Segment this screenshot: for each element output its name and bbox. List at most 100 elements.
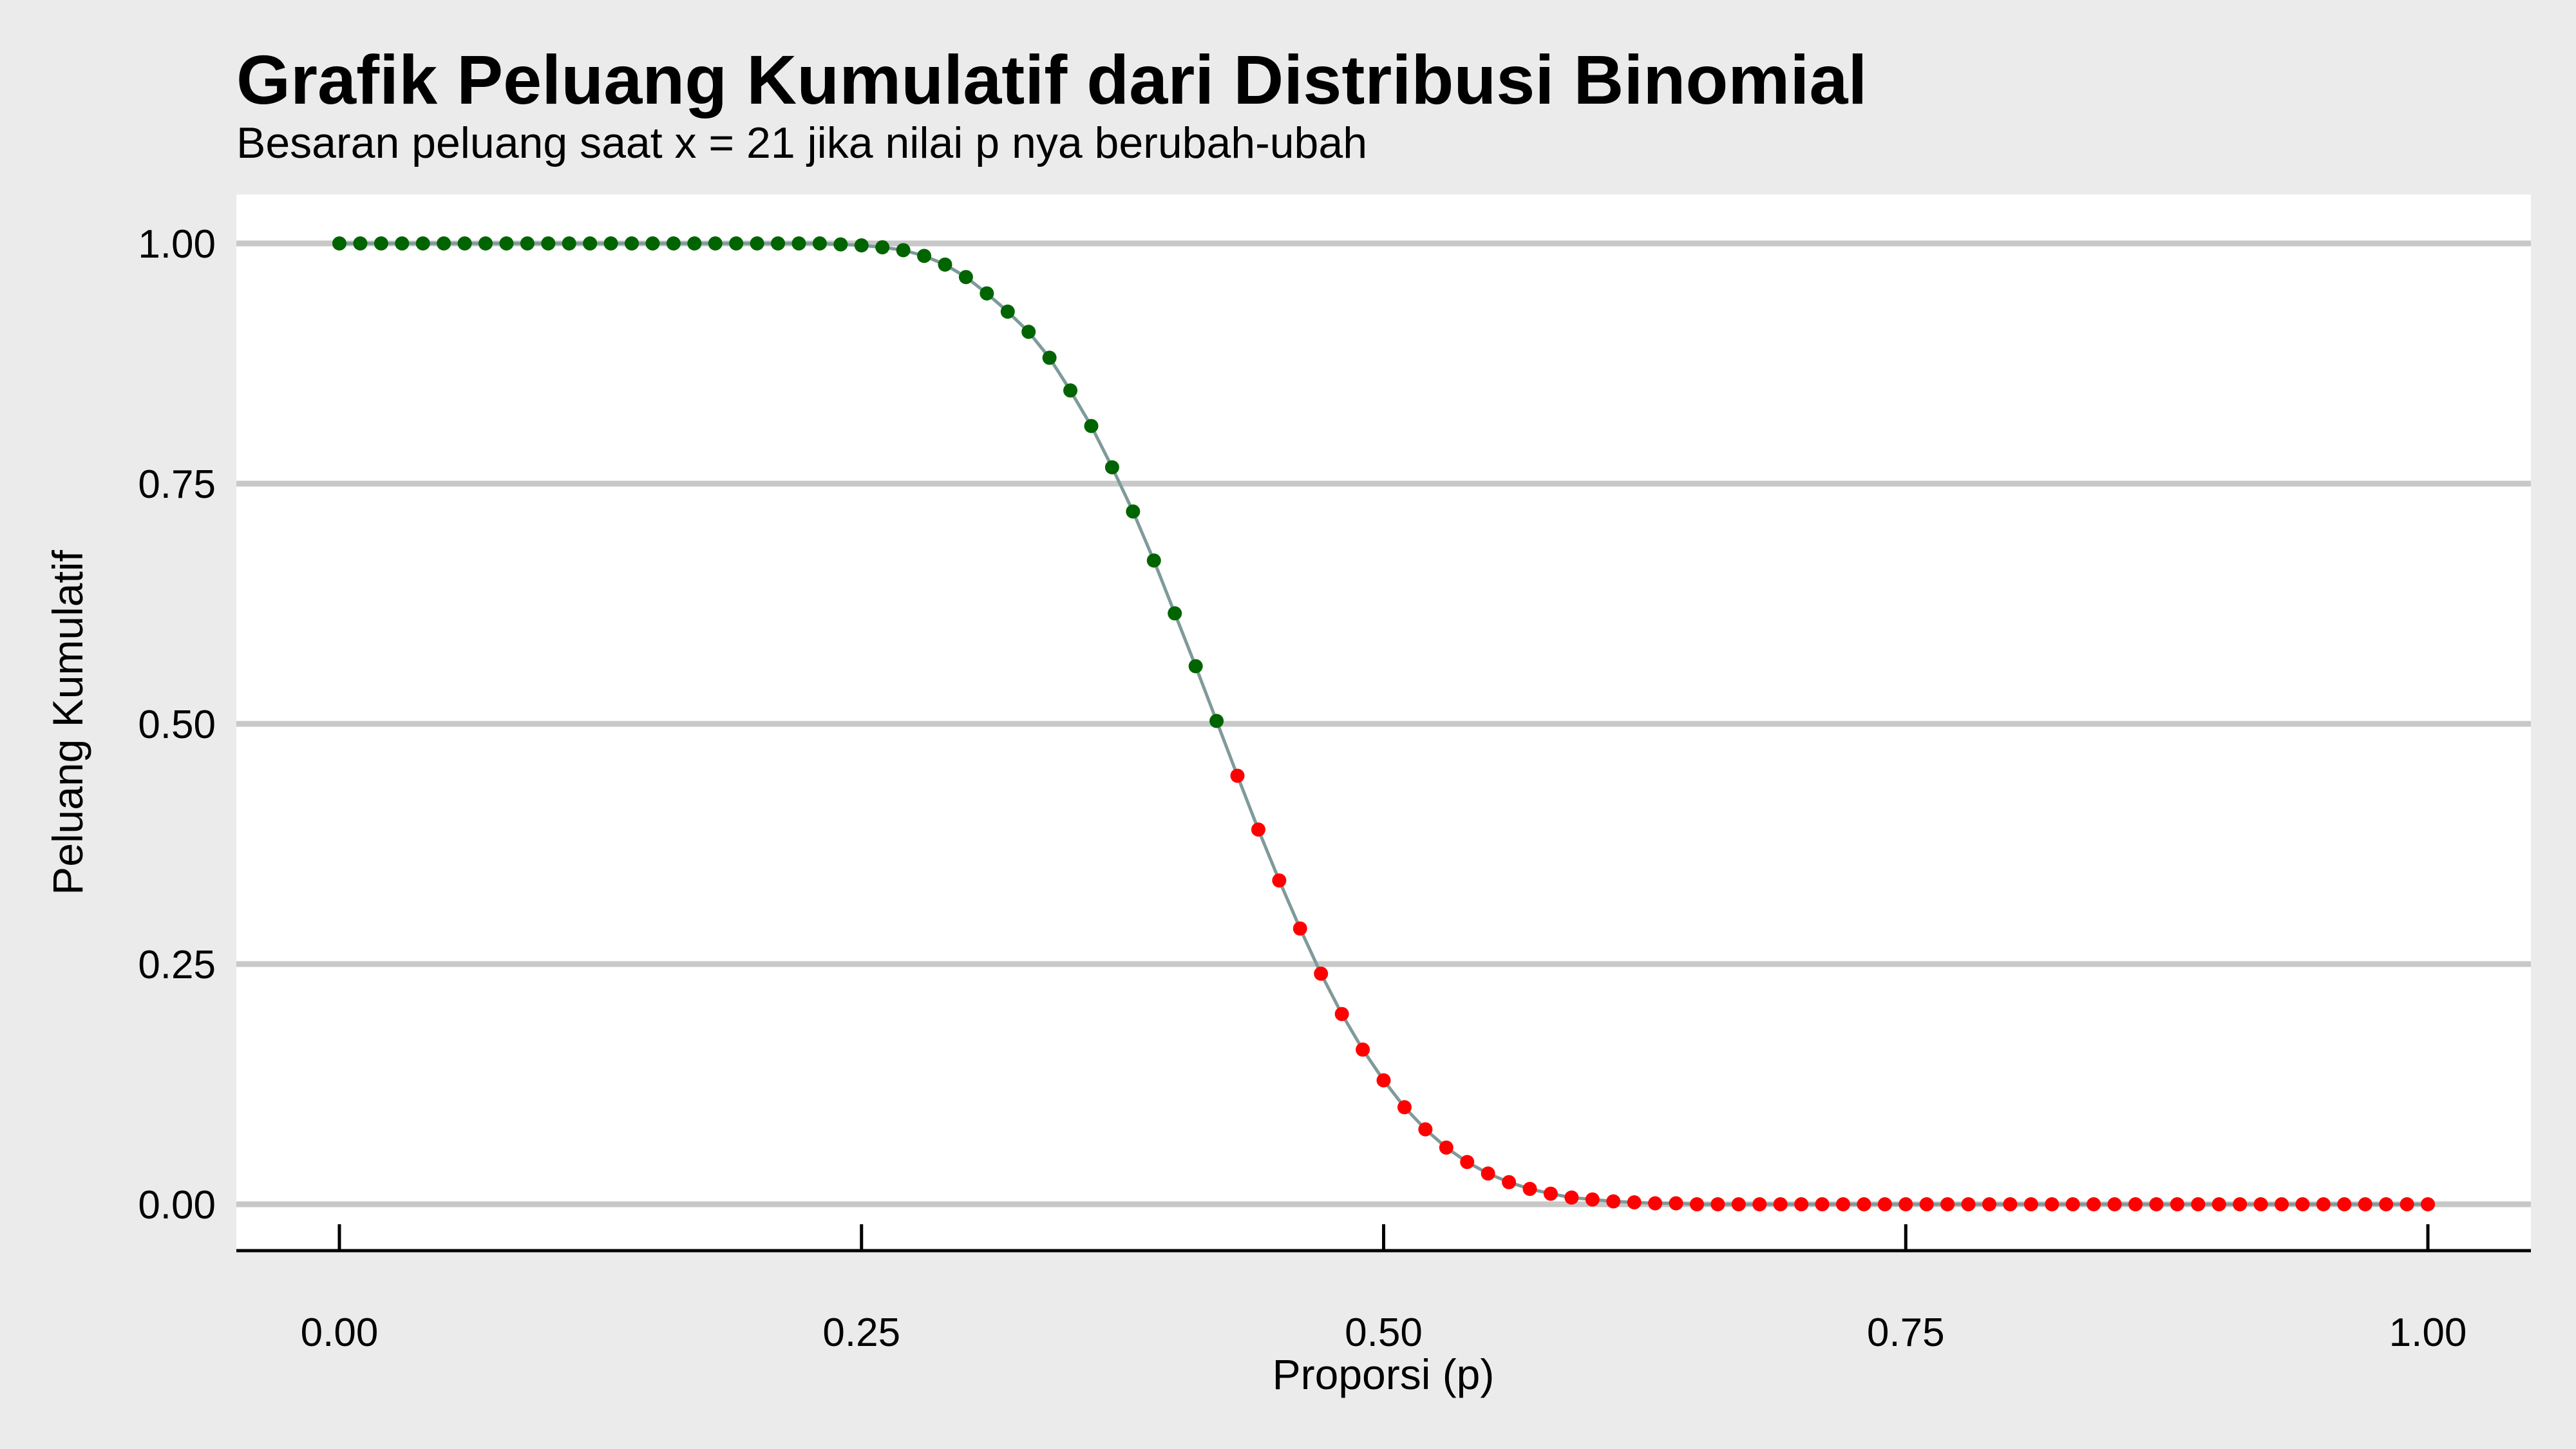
data-point <box>625 236 639 251</box>
y-tick-label: 0.75 <box>138 462 216 507</box>
data-point <box>1857 1197 1871 1211</box>
data-point <box>2253 1197 2268 1211</box>
data-point <box>1000 304 1015 319</box>
x-tick-label: 0.00 <box>301 1311 379 1355</box>
data-point <box>2211 1197 2226 1211</box>
data-point <box>1815 1197 1830 1211</box>
data-point <box>958 270 973 285</box>
data-point <box>1522 1182 1537 1197</box>
data-point <box>1982 1197 1996 1211</box>
data-point <box>2295 1197 2310 1211</box>
data-point <box>478 236 493 251</box>
x-tick-label: 0.75 <box>1867 1311 1945 1355</box>
x-axis-title: Proporsi (p) <box>1273 1350 1495 1398</box>
data-point <box>687 236 702 251</box>
data-point <box>1188 659 1203 674</box>
data-point <box>917 249 932 263</box>
y-tick-label: 0.50 <box>138 703 216 747</box>
data-point <box>1146 553 1161 568</box>
data-point <box>2379 1197 2394 1211</box>
data-point <box>1585 1192 1600 1207</box>
data-point <box>875 240 890 254</box>
data-point <box>1334 1007 1349 1021</box>
data-point <box>1940 1197 1955 1211</box>
data-point <box>1877 1197 1892 1211</box>
data-point <box>1293 921 1307 936</box>
data-point <box>1961 1197 1976 1211</box>
x-tick-label: 0.25 <box>822 1311 900 1355</box>
data-point <box>2170 1197 2184 1211</box>
x-tick-label: 0.50 <box>1345 1311 1423 1355</box>
data-point <box>2107 1197 2122 1211</box>
data-point <box>562 236 576 251</box>
x-axis-ticks: 0.00 0.25 0.50 0.75 1.00 <box>301 1224 2467 1355</box>
data-point <box>583 236 598 251</box>
data-point <box>666 236 681 251</box>
data-point <box>2358 1197 2372 1211</box>
y-axis-title: Peluang Kumulatif <box>44 550 91 895</box>
data-point <box>2337 1197 2352 1211</box>
data-point <box>353 236 368 251</box>
data-point <box>374 236 388 251</box>
data-point <box>1104 460 1119 475</box>
data-point <box>2128 1197 2143 1211</box>
data-point <box>395 236 410 251</box>
data-point <box>499 236 514 251</box>
data-point <box>2023 1197 2038 1211</box>
data-point <box>2149 1197 2164 1211</box>
data-point <box>1627 1195 1642 1210</box>
data-point <box>1669 1196 1683 1211</box>
data-point <box>2274 1197 2289 1211</box>
data-point <box>2045 1197 2060 1211</box>
data-point <box>1564 1190 1579 1205</box>
data-point <box>1543 1186 1558 1201</box>
data-point <box>1731 1197 1746 1211</box>
data-point <box>415 236 430 251</box>
data-point <box>771 236 786 251</box>
data-point <box>2003 1197 2018 1211</box>
data-point <box>1606 1194 1621 1209</box>
data-point <box>1084 419 1099 433</box>
data-point <box>833 237 848 252</box>
data-point <box>1021 325 1036 339</box>
data-point <box>1899 1197 1913 1211</box>
data-point <box>520 236 535 251</box>
data-point <box>2087 1197 2101 1211</box>
data-point <box>2065 1197 2080 1211</box>
data-point <box>1919 1197 1934 1211</box>
data-point <box>1209 714 1224 728</box>
data-point <box>457 236 472 251</box>
data-point <box>1272 873 1287 888</box>
data-point <box>1439 1140 1454 1155</box>
data-point <box>2191 1197 2206 1211</box>
data-point <box>645 236 660 251</box>
x-tick-label: 1.00 <box>2389 1311 2467 1355</box>
data-point <box>1251 822 1265 837</box>
data-point <box>896 243 911 258</box>
data-point <box>2316 1197 2331 1211</box>
data-point <box>1042 350 1057 365</box>
data-point <box>1502 1175 1517 1189</box>
data-point <box>2400 1197 2414 1211</box>
data-point <box>1710 1197 1725 1211</box>
y-axis-ticks: 0.00 0.25 0.50 0.75 1.00 <box>138 222 216 1227</box>
data-point <box>437 236 451 251</box>
data-point <box>750 236 764 251</box>
data-point <box>1773 1197 1788 1211</box>
data-point <box>729 236 744 251</box>
data-point <box>1230 768 1245 783</box>
data-point <box>541 236 556 251</box>
data-point <box>1314 966 1329 981</box>
data-point <box>1460 1155 1475 1170</box>
data-point <box>708 236 723 251</box>
chart-title: Grafik Peluang Kumulatif dari Distribusi… <box>236 41 1868 118</box>
data-point <box>1168 606 1182 621</box>
data-point <box>812 236 827 251</box>
y-tick-label: 1.00 <box>138 222 216 267</box>
data-point <box>980 286 994 301</box>
data-point <box>603 236 618 251</box>
data-point <box>1835 1197 1850 1211</box>
data-point <box>1063 383 1078 398</box>
data-point <box>1648 1196 1663 1211</box>
